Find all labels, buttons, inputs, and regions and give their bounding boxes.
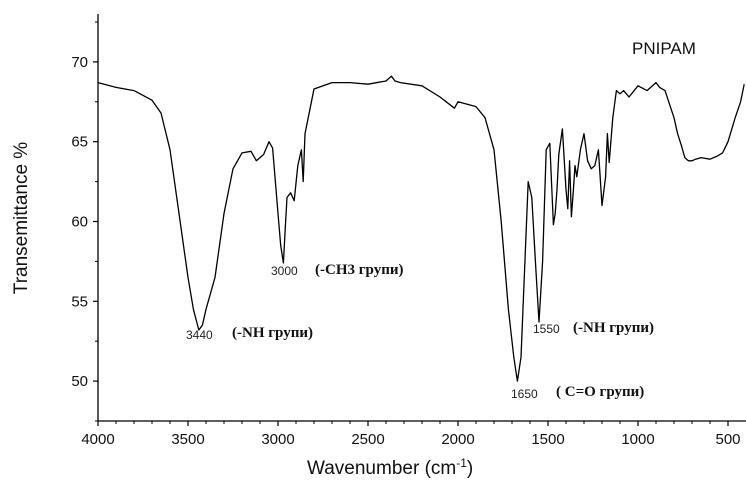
x-tick-label: 2000 xyxy=(441,431,474,448)
x-tick-label: 500 xyxy=(715,431,740,448)
annotation-3000-number: 3000 xyxy=(271,264,298,278)
y-axis-title: Transemittance % xyxy=(11,142,32,295)
annotation-3440-number: 3440 xyxy=(186,328,213,342)
annotation-3440-text: (-NH групи) xyxy=(232,325,313,341)
x-tick-label: 1500 xyxy=(531,431,564,448)
annotation-3000-text: (-CH3 групи) xyxy=(315,262,403,278)
plot-frame xyxy=(97,14,746,422)
x-axis-title: Wavenumber (cm-1) xyxy=(307,456,473,479)
annotation-1550-number: 1550 xyxy=(533,322,560,336)
x-tick-label: 2500 xyxy=(351,431,384,448)
x-tick-label: 4000 xyxy=(81,431,114,448)
x-tick-label: 3500 xyxy=(171,431,204,448)
y-axis-ticks: 50 55 60 65 70 xyxy=(71,21,98,422)
spectrum-line xyxy=(97,75,745,382)
y-tick-label: 60 xyxy=(71,213,88,230)
y-tick-label: 70 xyxy=(71,54,88,71)
annotation-1650-number: 1650 xyxy=(511,387,538,401)
x-tick-label: 1000 xyxy=(621,431,654,448)
x-tick-label: 3000 xyxy=(261,431,294,448)
series-label: PNIPAM xyxy=(632,39,696,58)
y-tick-label: 50 xyxy=(71,373,88,390)
annotation-1550-text: (-NH групи) xyxy=(573,320,654,336)
x-axis-ticks: 4000 3500 3000 2500 2000 1500 1000 500 xyxy=(81,421,741,448)
annotation-1650-text: ( C=O групи) xyxy=(556,384,644,400)
y-tick-label: 55 xyxy=(71,293,88,310)
y-tick-label: 65 xyxy=(71,134,88,151)
